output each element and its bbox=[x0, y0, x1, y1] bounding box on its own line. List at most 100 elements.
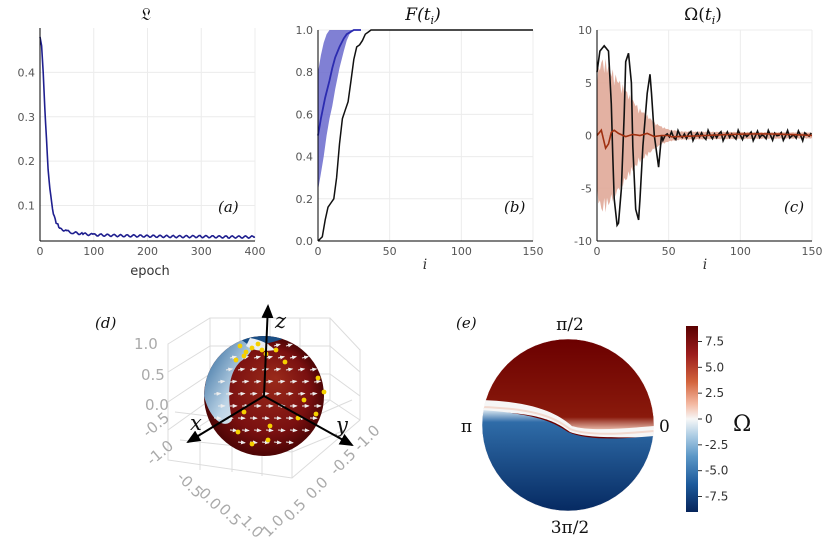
colorbar-tick-label: 7.5 bbox=[705, 335, 724, 349]
x-tick-label: 100 bbox=[83, 245, 104, 258]
trajectory-point bbox=[265, 437, 271, 443]
trajectory-point bbox=[282, 359, 288, 365]
omega-trained-line bbox=[596, 128, 813, 151]
panel-a: 𝔏 0 100 200 300 400 0.1 0.2 0.3 0.4 (a) epoch bbox=[18, 5, 266, 279]
x-tick-label: 0 bbox=[315, 245, 322, 258]
angle-label-top: π/2 bbox=[556, 315, 584, 335]
y-tick-label: 0 bbox=[585, 130, 592, 143]
field-arrow bbox=[261, 391, 270, 396]
field-arrow bbox=[285, 440, 294, 445]
x-tick-label: 150 bbox=[802, 245, 823, 258]
trajectory-point bbox=[255, 341, 261, 347]
y-tick-label: 0.1 bbox=[18, 200, 36, 213]
x-tick-label: 300 bbox=[191, 245, 212, 258]
field-arrow bbox=[265, 355, 274, 360]
fidelity-confidence-band bbox=[318, 30, 533, 191]
colorbar-tick-label: -2.5 bbox=[705, 438, 728, 452]
x-tick-label: 50 bbox=[662, 245, 676, 258]
trajectory-point bbox=[249, 441, 255, 447]
sphere-tick-left: 1.0 bbox=[134, 335, 158, 353]
x-tick-label: 50 bbox=[383, 245, 397, 258]
sphere-trajectory-points bbox=[233, 341, 327, 447]
sphere-tick-right: 0.5 bbox=[280, 495, 310, 525]
field-arrow bbox=[261, 440, 270, 445]
panel-b-title: F(ti) bbox=[404, 5, 440, 27]
y-tick-label: 0.4 bbox=[296, 151, 314, 164]
field-arrow bbox=[241, 428, 250, 433]
x-tick-label: 150 bbox=[523, 245, 544, 258]
trajectory-point bbox=[273, 347, 279, 353]
colorbar-tick-label: -5.0 bbox=[705, 464, 728, 478]
y-tick-label: 0.2 bbox=[18, 155, 36, 168]
y-axis-arrow bbox=[263, 395, 354, 446]
panel-b-series bbox=[317, 29, 533, 242]
sphere-tick-right: 0.0 bbox=[302, 473, 332, 503]
sphere-tick-left: -1.0 bbox=[143, 436, 177, 469]
panel-c-ticks: 0 50 100 150 -10 -5 0 5 10 bbox=[574, 24, 822, 258]
field-arrow bbox=[297, 367, 306, 372]
panel-c: Ω(ti) 0 50 100 150 -10 -5 0 5 10 (c) i bbox=[574, 5, 822, 273]
field-arrow bbox=[217, 379, 226, 384]
x-tick-label: 0 bbox=[594, 245, 601, 258]
y-tick-label: 0.4 bbox=[18, 66, 36, 79]
field-arrow bbox=[277, 428, 286, 433]
field-arrow bbox=[277, 379, 286, 384]
y-tick-label: -10 bbox=[574, 235, 592, 248]
field-arrow bbox=[249, 367, 258, 372]
panel-e-label: (e) bbox=[456, 314, 477, 332]
loss-series-line bbox=[39, 36, 256, 239]
fidelity-trained-line bbox=[317, 29, 361, 136]
panel-a-ticks: 0 100 200 300 400 0.1 0.2 0.3 0.4 bbox=[18, 66, 266, 258]
field-arrow bbox=[273, 440, 282, 445]
field-arrow bbox=[229, 379, 238, 384]
angle-label-right: 0 bbox=[659, 417, 670, 437]
z-axis-label: z bbox=[274, 309, 287, 333]
field-arrow bbox=[253, 355, 262, 360]
panel-a-grid bbox=[39, 28, 256, 241]
panel-c-title: Ω(ti) bbox=[684, 5, 722, 27]
trajectory-point bbox=[301, 397, 307, 403]
field-arrow bbox=[229, 355, 238, 360]
field-arrow bbox=[285, 367, 294, 372]
y-tick-label: 0.0 bbox=[296, 235, 314, 248]
sphere-tick-right: -0.5 bbox=[326, 445, 359, 478]
field-arrow bbox=[277, 355, 286, 360]
trajectory-point bbox=[233, 357, 239, 363]
x-tick-label: 100 bbox=[730, 245, 751, 258]
field-arrow bbox=[265, 428, 274, 433]
fidelity-baseline-line bbox=[317, 29, 533, 242]
field-arrow bbox=[273, 391, 282, 396]
field-arrow bbox=[249, 391, 258, 396]
panel-a-series bbox=[39, 36, 256, 239]
sphere-tick-left: 0.0 bbox=[145, 396, 169, 414]
panel-b-ticks: 0 50 100 150 0.0 0.2 0.4 0.6 0.8 1.0 bbox=[296, 24, 544, 258]
field-arrow bbox=[241, 379, 250, 384]
panel-c-label: (c) bbox=[784, 198, 804, 216]
field-arrow bbox=[313, 379, 322, 384]
y-tick-label: 0.3 bbox=[18, 111, 36, 124]
panel-d-label: (d) bbox=[95, 314, 116, 332]
panel-a-xlabel: epoch bbox=[130, 264, 170, 279]
trajectory-point bbox=[295, 415, 301, 421]
field-arrow bbox=[301, 379, 310, 384]
x-tick-label: 400 bbox=[245, 245, 266, 258]
z-axis-arrow bbox=[261, 304, 274, 397]
field-arrow bbox=[309, 391, 318, 396]
field-arrow bbox=[213, 391, 222, 396]
field-arrow bbox=[285, 391, 294, 396]
panel-b-label: (b) bbox=[504, 198, 525, 216]
colorbar-tick-label: -7.5 bbox=[705, 490, 728, 504]
y-tick-label: 0.8 bbox=[296, 66, 314, 79]
y-tick-label: 0.6 bbox=[296, 108, 314, 121]
field-arrow bbox=[301, 428, 310, 433]
field-arrow bbox=[273, 367, 282, 372]
x-tick-label: 200 bbox=[137, 245, 158, 258]
panel-d: (d) x y bbox=[95, 304, 384, 542]
trajectory-point bbox=[249, 345, 255, 351]
x-tick-label: 0 bbox=[37, 245, 44, 258]
field-arrow bbox=[297, 391, 306, 396]
field-arrow bbox=[301, 355, 310, 360]
field-arrow bbox=[237, 391, 246, 396]
panel-a-title: 𝔏 bbox=[141, 5, 151, 25]
trajectory-point bbox=[243, 349, 249, 355]
